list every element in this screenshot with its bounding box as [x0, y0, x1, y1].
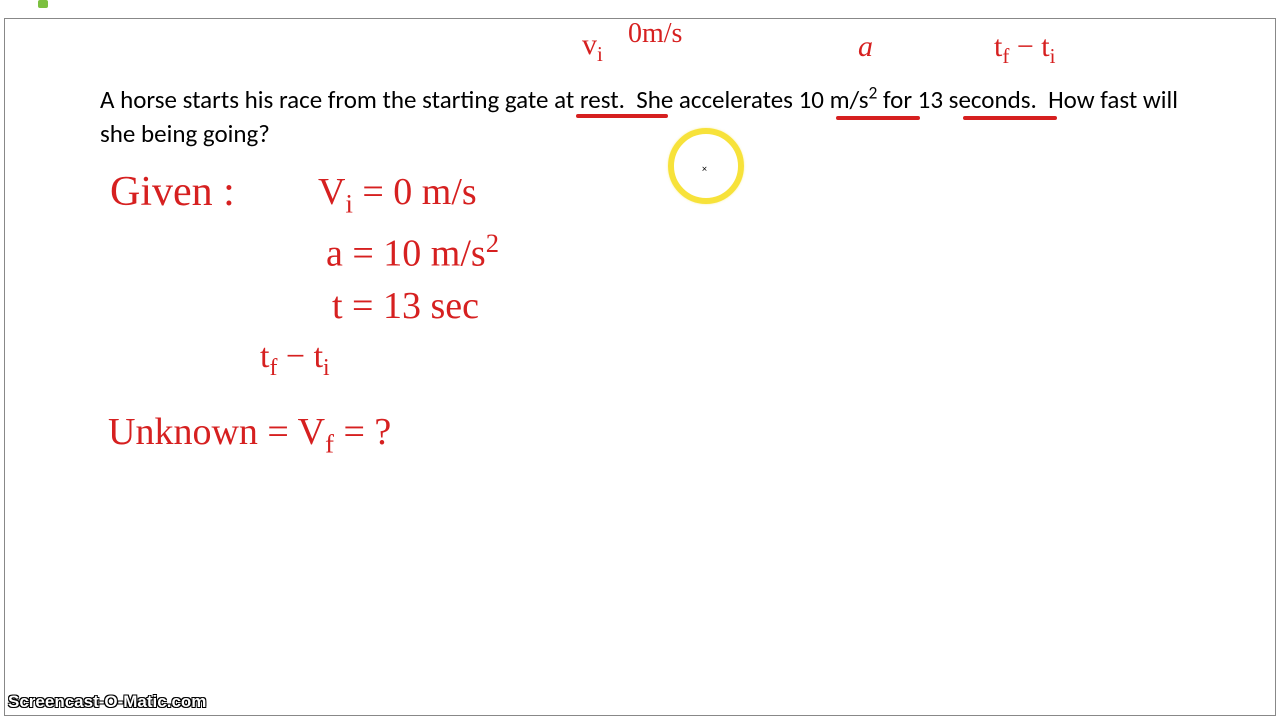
- underline-at-rest: [576, 114, 668, 118]
- annotation-a: a: [858, 30, 873, 64]
- annotation-tf-ti: tf − ti: [994, 30, 1055, 69]
- corner-marker: [38, 0, 48, 8]
- annotation-vi: vi: [582, 28, 603, 67]
- annotation-vi-value: 0m/s: [628, 18, 682, 50]
- given-t: t = 13 sec: [332, 284, 479, 328]
- cursor-dot: ×: [702, 162, 707, 175]
- underline-acceleration: [836, 116, 920, 120]
- given-tft: tf − ti: [260, 338, 330, 382]
- unknown-line: Unknown = Vf = ?: [108, 410, 391, 460]
- given-vi: Vi = 0 m/s: [318, 170, 477, 220]
- underline-time: [963, 116, 1057, 120]
- given-a: a = 10 m/s2: [326, 228, 499, 276]
- given-label: Given :: [110, 168, 235, 216]
- watermark: Screencast-O-Matic.com: [8, 692, 206, 712]
